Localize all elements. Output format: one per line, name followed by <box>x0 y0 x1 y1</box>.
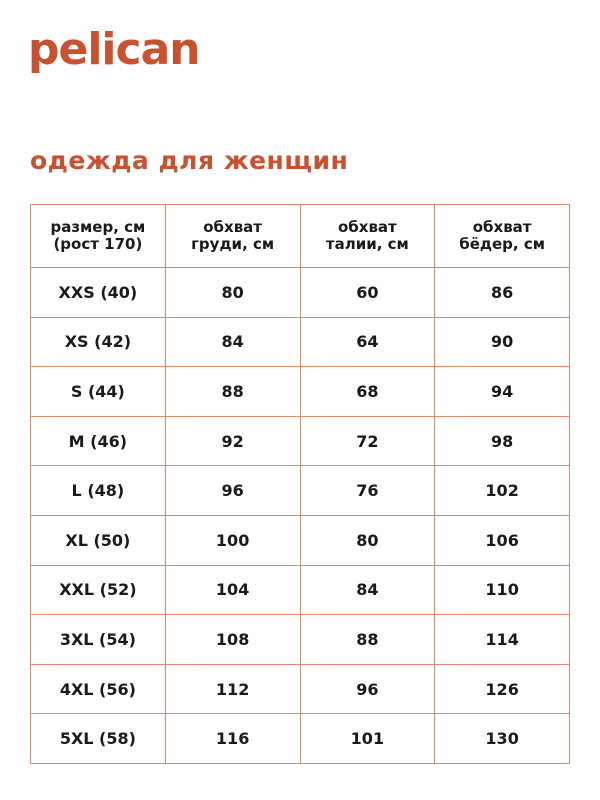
table-row: 3XL (54) 108 88 114 <box>30 614 570 665</box>
measurement-cell: 94 <box>434 366 570 417</box>
pelican-logo: pelican <box>28 24 201 75</box>
measurement-cell: 80 <box>299 514 436 566</box>
table-row: 5XL (58) 116 101 130 <box>30 713 570 764</box>
measurement-cell: 88 <box>299 614 436 665</box>
measurement-cell: 88 <box>164 366 301 417</box>
measurement-cell: 76 <box>299 465 436 516</box>
measurement-cell: 116 <box>164 713 301 764</box>
measurement-cell: 90 <box>434 316 570 368</box>
page-title: одежда для женщин <box>30 146 349 175</box>
size-cell: XS (42) <box>30 316 166 368</box>
column-header-line: талии, см <box>325 235 409 253</box>
column-header-line: обхват <box>203 218 262 236</box>
size-cell: S (44) <box>30 366 166 417</box>
measurement-cell: 106 <box>434 514 570 566</box>
measurement-cell: 64 <box>299 316 436 368</box>
column-header: обхват груди, см <box>164 204 301 268</box>
table-row: S (44) 88 68 94 <box>30 366 570 417</box>
table-header-row: размер, см (рост 170) обхват груди, см обхва… <box>30 204 570 268</box>
measurement-cell: 126 <box>434 663 570 715</box>
measurement-cell: 72 <box>299 415 436 467</box>
size-chart-table: размер, см (рост 170) обхват груди, см обхва… <box>30 204 570 764</box>
measurement-cell: 110 <box>434 564 570 616</box>
table-row: L (48) 96 76 102 <box>30 465 570 516</box>
measurement-cell: 130 <box>434 713 570 764</box>
size-cell: 3XL (54) <box>30 614 166 665</box>
table-row: 4XL (56) 112 96 126 <box>30 663 570 715</box>
measurement-cell: 84 <box>164 316 301 368</box>
table-row: XL (50) 100 80 106 <box>30 514 570 566</box>
table-row: XXL (52) 104 84 110 <box>30 564 570 616</box>
measurement-cell: 100 <box>164 514 301 566</box>
size-cell: XXL (52) <box>30 564 166 616</box>
column-header: размер, см (рост 170) <box>30 204 166 268</box>
measurement-cell: 114 <box>434 614 570 665</box>
column-header-line: бёдер, см <box>459 235 545 253</box>
measurement-cell: 60 <box>299 267 436 318</box>
measurement-cell: 80 <box>164 267 301 318</box>
measurement-cell: 101 <box>299 713 436 764</box>
measurement-cell: 108 <box>164 614 301 665</box>
measurement-cell: 112 <box>164 663 301 715</box>
table-row: M (46) 92 72 98 <box>30 415 570 467</box>
column-header-line: размер, см <box>50 218 146 236</box>
measurement-cell: 86 <box>434 267 570 318</box>
measurement-cell: 102 <box>434 465 570 516</box>
size-cell: XL (50) <box>30 514 166 566</box>
size-cell: M (46) <box>30 415 166 467</box>
size-cell: XXS (40) <box>30 267 166 318</box>
measurement-cell: 92 <box>164 415 301 467</box>
measurement-cell: 68 <box>299 366 436 417</box>
measurement-cell: 98 <box>434 415 570 467</box>
size-cell: 4XL (56) <box>30 663 166 715</box>
measurement-cell: 84 <box>299 564 436 616</box>
table-row: XS (42) 84 64 90 <box>30 316 570 368</box>
measurement-cell: 96 <box>164 465 301 516</box>
column-header: обхват талии, см <box>299 204 436 268</box>
measurement-cell: 96 <box>299 663 436 715</box>
column-header-line: груди, см <box>191 235 275 253</box>
column-header-line: обхват <box>472 218 532 236</box>
column-header: обхват бёдер, см <box>434 204 570 268</box>
measurement-cell: 104 <box>164 564 301 616</box>
size-cell: L (48) <box>30 465 166 516</box>
column-header-line: обхват <box>337 218 397 236</box>
table-row: XXS (40) 80 60 86 <box>30 267 570 318</box>
size-cell: 5XL (58) <box>30 713 166 764</box>
column-header-line: (рост 170) <box>53 235 143 253</box>
